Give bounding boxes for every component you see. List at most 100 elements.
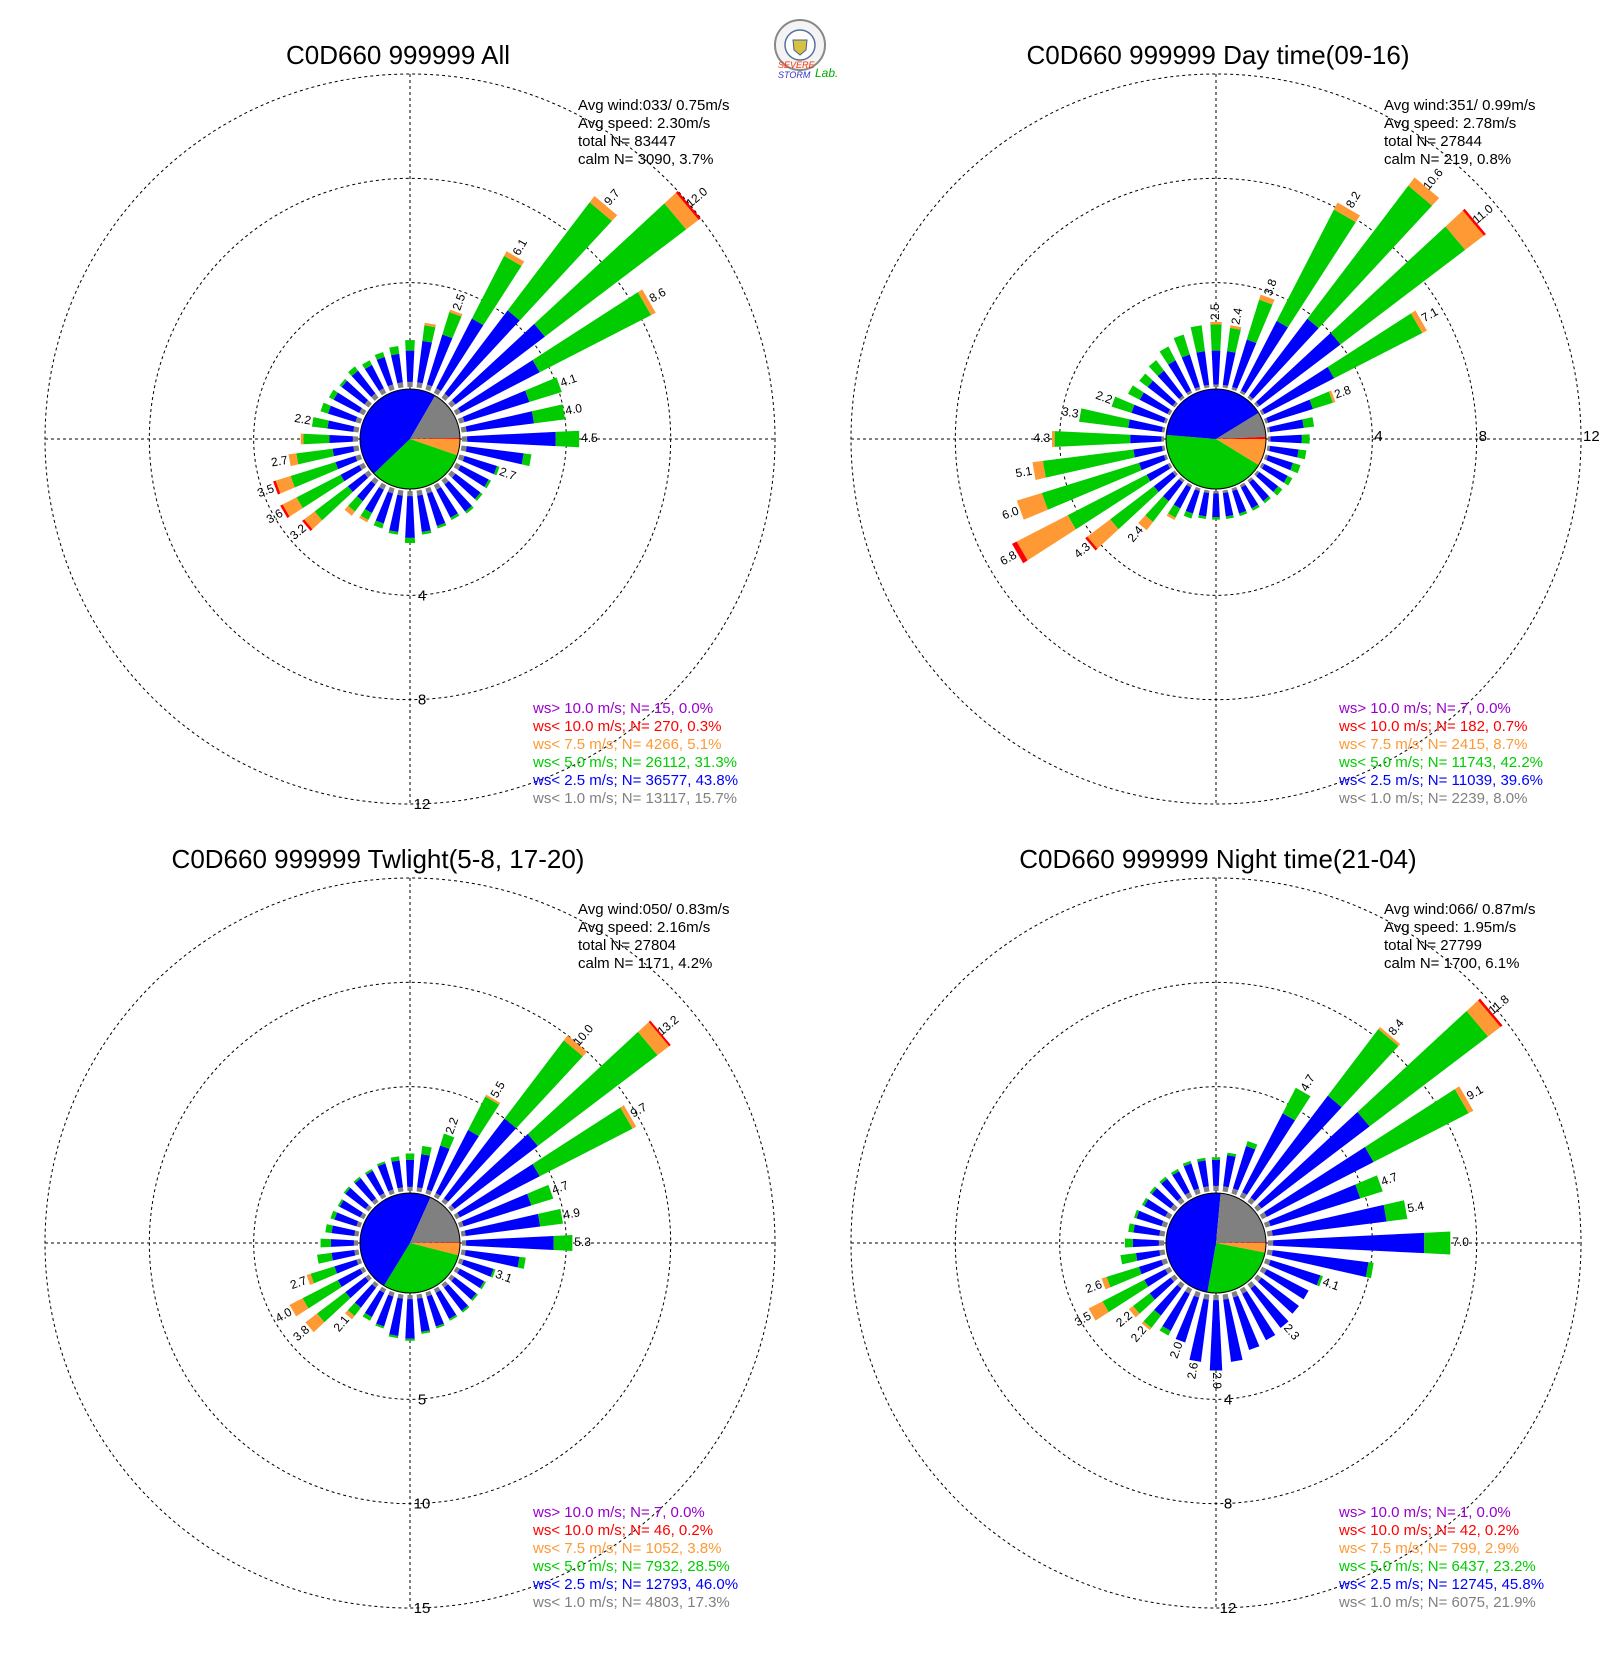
bar-320-lt1 xyxy=(371,1198,379,1205)
bar-label: 7.0 xyxy=(1452,1235,1469,1249)
bar-230-lt5 xyxy=(314,486,353,521)
bar-290-lt5 xyxy=(330,1210,338,1220)
bar-170-lt1 xyxy=(1222,489,1229,494)
logo-text-severe: SEVERE xyxy=(778,60,816,70)
bar-280-lt25 xyxy=(331,1225,356,1236)
bar-90-lt1 xyxy=(1267,1240,1274,1246)
bar-200-lt1 xyxy=(1193,1290,1201,1298)
legend-item-lt25: ws< 2.5 m/s; N= 12793, 46.0% xyxy=(532,1576,738,1593)
bar-190-lt5 xyxy=(1198,515,1207,520)
bar-240-lt75 xyxy=(1088,1301,1109,1321)
logo-emblem xyxy=(792,39,808,56)
bar-280-lt1 xyxy=(353,426,360,433)
bar-150-lt5 xyxy=(1251,504,1260,511)
bar-40-lt25 xyxy=(443,1118,517,1202)
bar-230-lt1 xyxy=(365,1274,372,1282)
bar-70-lt1 xyxy=(457,416,465,424)
stats-line: calm N= 1171, 4.2% xyxy=(578,955,712,972)
bar-90-lt25 xyxy=(1270,434,1302,444)
bar-140-lt1 xyxy=(1247,1281,1255,1289)
bar-240-lt1 xyxy=(360,1266,367,1274)
bar-350-lt5 xyxy=(1196,1157,1206,1162)
bar-20-lt25 xyxy=(1232,339,1257,389)
bar-10-lt5 xyxy=(1227,327,1241,353)
bar-200-lt1 xyxy=(387,486,395,494)
bar-320-lt5 xyxy=(1159,1176,1168,1184)
bar-280-lt5 xyxy=(325,1224,333,1234)
pie-slice-lt25 xyxy=(359,1192,431,1286)
bar-230-lt5 xyxy=(1133,1293,1155,1314)
ring-label: 5 xyxy=(418,1391,426,1408)
bar-320-lt5 xyxy=(348,366,359,376)
bar-90-lt25 xyxy=(466,1235,554,1251)
bar-140-lt1 xyxy=(441,1281,449,1288)
bar-150-lt25 xyxy=(435,1290,457,1319)
legend-item-lt75: ws< 7.5 m/s; N= 1052, 3.8% xyxy=(532,1540,721,1557)
bar-330-lt1 xyxy=(379,388,387,396)
bar-110-lt5 xyxy=(1290,462,1301,474)
bar-50-lt1 xyxy=(1254,1204,1262,1212)
bar-210-lt1 xyxy=(1185,1286,1193,1294)
bar-60-lt5 xyxy=(532,292,652,373)
bar-label: 3.3 xyxy=(1061,404,1080,421)
bar-240-lt75 xyxy=(289,1298,309,1317)
bar-60-lt25 xyxy=(458,359,540,413)
bar-290-lt1 xyxy=(1161,1220,1169,1228)
bar-220-lt5 xyxy=(348,496,363,512)
bar-250-lt10 xyxy=(273,480,281,495)
bar-120-lt5 xyxy=(1283,475,1293,486)
bar-200-lt5 xyxy=(1183,510,1193,519)
bar-80-lt5 xyxy=(538,1208,564,1227)
bar-350-lt25 xyxy=(1196,351,1210,386)
bar-330-lt25 xyxy=(364,364,384,391)
bar-210-lt1 xyxy=(379,1286,387,1293)
legend-item-lt75: ws< 7.5 m/s; N= 799, 2.9% xyxy=(1338,1540,1519,1557)
bar-70-lt25 xyxy=(1266,399,1314,423)
bar-150-lt1 xyxy=(433,482,441,490)
bar-240-lt75 xyxy=(1016,515,1076,561)
stats-line: calm N= 1700, 6.1% xyxy=(1384,955,1520,972)
bar-30-lt5 xyxy=(1276,209,1356,328)
bar-290-lt5 xyxy=(1111,396,1135,413)
bar-300-lt1 xyxy=(1167,409,1173,416)
bar-label: 2.2 xyxy=(442,1115,461,1136)
bar-label: 4.3 xyxy=(1033,431,1050,445)
stats-line: total N= 83447 xyxy=(578,133,676,150)
bar-300-lt1 xyxy=(359,408,367,416)
bar-80-lt25 xyxy=(1269,419,1304,433)
bar-0-lt1 xyxy=(1213,384,1219,388)
bar-180-lt1 xyxy=(1213,490,1219,494)
bar-0-lt5 xyxy=(405,340,415,351)
bar-40-lt5 xyxy=(1307,185,1433,329)
bar-150-lt1 xyxy=(1239,1286,1247,1294)
bar-50-lt25 xyxy=(1257,1111,1370,1209)
bar-340-lt1 xyxy=(1193,1188,1201,1196)
bar-160-lt25 xyxy=(1232,1295,1260,1350)
bar-220-lt1 xyxy=(1178,477,1185,483)
bar-190-lt25 xyxy=(389,1297,403,1336)
pie-slice-lt75 xyxy=(1216,439,1266,466)
bar-90-lt25 xyxy=(467,431,556,447)
bar-250-lt5 xyxy=(1041,462,1142,510)
bar-label: 3.8 xyxy=(1261,277,1280,298)
bar-230-lt75 xyxy=(1128,1305,1140,1318)
stats-line: Avg speed: 2.78m/s xyxy=(1384,115,1516,132)
bar-label: 2.6 xyxy=(1184,1361,1201,1380)
bar-240-lt1 xyxy=(1165,1266,1173,1274)
bar-140-lt1 xyxy=(1247,477,1254,483)
bar-70-lt5 xyxy=(1309,391,1333,409)
bar-60-lt5 xyxy=(1364,1089,1469,1163)
bar-60-lt1 xyxy=(1259,1212,1267,1220)
bar-0-lt75 xyxy=(1210,321,1222,325)
bar-label: 2.7 xyxy=(288,1273,309,1292)
bar-220-lt25 xyxy=(354,1284,377,1308)
bar-210-lt25 xyxy=(364,1290,385,1318)
bar-230-lt25 xyxy=(1149,1277,1175,1300)
stats-line: Avg wind:050/ 0.83m/s xyxy=(578,901,729,918)
bar-20-lt25 xyxy=(426,1145,450,1192)
bar-340-lt25 xyxy=(376,356,394,387)
bar-260-lt1 xyxy=(1159,1249,1166,1256)
bar-90-lt5 xyxy=(1424,1231,1451,1255)
bar-110-lt25 xyxy=(461,1259,494,1277)
